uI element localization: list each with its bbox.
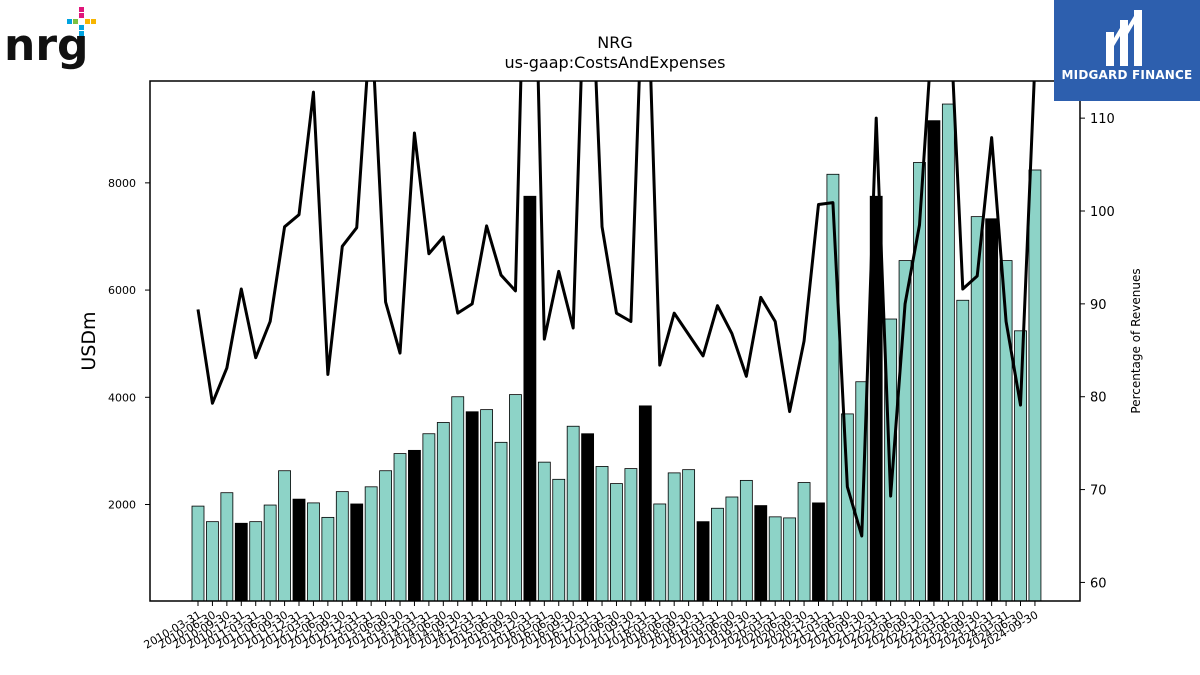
bar-2018-12-31: [696, 521, 710, 601]
bar-2013-09-30: [393, 453, 407, 601]
bar-2014-12-31: [465, 411, 479, 601]
bar-2013-06-30: [379, 470, 392, 601]
bar-2016-03-31: [537, 461, 551, 601]
bar-2018-03-31: [653, 503, 667, 601]
nrg-logo: nrg: [4, 4, 114, 74]
bar-2017-06-30: [610, 483, 623, 601]
nrg-logo-text: nrg: [4, 20, 89, 71]
bar-2023-12-31: [985, 218, 999, 601]
chart-title: NRG: [597, 33, 632, 52]
bar-2023-03-31: [941, 103, 955, 601]
bar-2019-12-31: [754, 505, 768, 601]
y2-tick-label: 60: [1090, 576, 1107, 591]
bar-2022-12-31: [927, 120, 941, 601]
bar-2020-03-31: [768, 516, 782, 601]
bar-2013-12-31: [408, 449, 421, 601]
bar-2015-03-31: [480, 409, 494, 601]
y2-tick-label: 110: [1090, 112, 1115, 127]
y2-tick-label: 90: [1090, 298, 1107, 313]
plot-frame: [149, 80, 1081, 602]
y2-tick-label: 80: [1090, 391, 1107, 406]
bar-2023-09-30: [970, 216, 984, 601]
bar-2015-12-31: [523, 195, 537, 601]
bar-2016-09-30: [566, 425, 580, 601]
bar-2019-06-30: [725, 496, 739, 601]
bar-2013-03-31: [364, 486, 378, 601]
percentage-line: [196, 81, 1036, 538]
bar-2015-06-30: [494, 441, 508, 601]
bar-2017-12-31: [638, 405, 652, 601]
y-axis-label: USDm: [78, 311, 100, 370]
bar-2010-03-31: [191, 505, 205, 601]
midgard-mark-icon: [1106, 10, 1142, 66]
y2-axis-label: Percentage of Revenues: [1129, 268, 1143, 413]
bar-2011-12-31: [292, 498, 306, 601]
bar-2023-06-30: [956, 299, 970, 601]
y-tick-label: 2000: [108, 499, 136, 512]
bar-2015-09-30: [509, 394, 522, 601]
bar-2020-06-30: [783, 517, 797, 601]
bar-2010-12-31: [234, 522, 248, 601]
y-tick-label: 6000: [108, 284, 136, 297]
y2-tick-label: 70: [1090, 484, 1107, 499]
nrg-star-icon: [67, 7, 96, 36]
bar-2024-06-30: [1014, 330, 1027, 601]
bar-2010-09-30: [220, 492, 234, 601]
bar-2014-03-31: [422, 433, 436, 601]
bar-2017-09-30: [624, 468, 638, 601]
bar-2019-09-30: [739, 479, 753, 601]
y-tick-label: 4000: [108, 391, 136, 404]
bar-2014-09-30: [451, 396, 465, 601]
bar-2016-06-30: [552, 478, 566, 601]
bar-2012-12-31: [350, 503, 364, 601]
bar-2016-12-31: [581, 433, 595, 601]
bar-2011-06-30: [263, 504, 277, 601]
bar-2021-06-30: [840, 413, 854, 601]
midgard-finance-text: MIDGARD FINANCE: [1061, 68, 1193, 82]
bar-2012-06-30: [321, 516, 335, 601]
bar-2012-03-31: [307, 502, 320, 601]
bar-2010-06-30: [206, 521, 219, 601]
bar-2011-03-31: [249, 521, 263, 601]
midgard-finance-logo: MIDGARD FINANCE: [1054, 0, 1200, 101]
bar-2020-12-31: [812, 502, 825, 601]
bar-2019-03-31: [711, 507, 724, 601]
bar-2017-03-31: [595, 466, 609, 601]
bar-2024-09-30: [1028, 169, 1042, 601]
y2-tick-label: 100: [1090, 205, 1115, 220]
bar-2018-06-30: [667, 472, 681, 601]
bar-2011-09-30: [278, 470, 291, 601]
bar-2014-06-30: [436, 422, 450, 601]
bar-2012-09-30: [335, 491, 349, 601]
y-tick-label: 8000: [108, 177, 136, 190]
bar-group: [191, 103, 1042, 601]
bar-2018-09-30: [682, 469, 696, 601]
chart-subtitle: us-gaap:CostsAndExpenses: [505, 53, 726, 72]
bar-2021-03-31: [826, 173, 840, 601]
bar-2020-09-30: [797, 482, 811, 601]
